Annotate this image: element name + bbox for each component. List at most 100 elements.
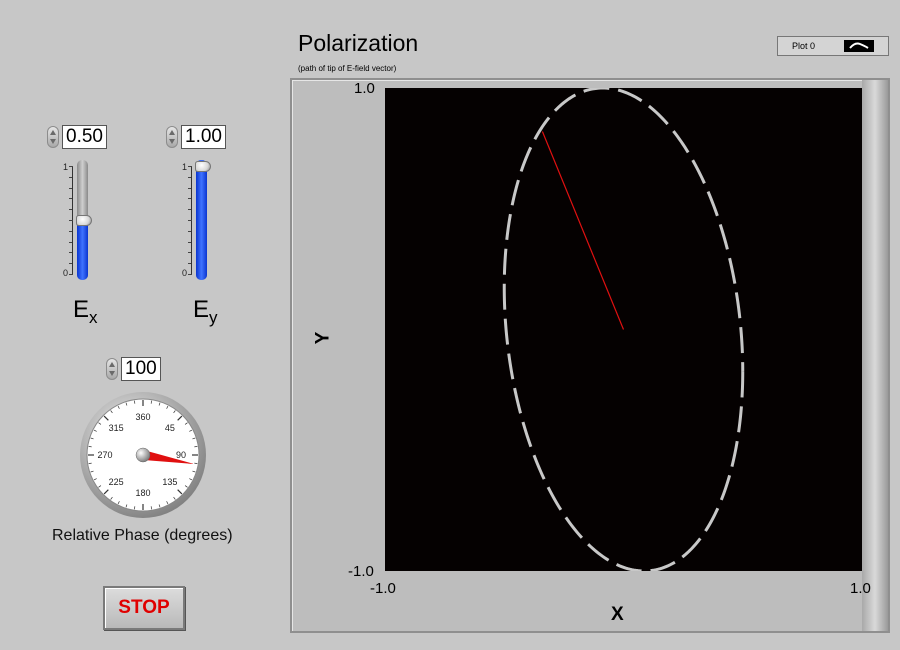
dial-needle[interactable]	[142, 450, 195, 465]
graph-right-rail	[862, 80, 888, 631]
ex-slider-tick	[69, 209, 72, 211]
dial-tick	[177, 415, 183, 421]
dial-knob[interactable]	[135, 447, 151, 463]
ey-slider-tick	[188, 166, 192, 167]
ey-value-field[interactable]: 1.00	[181, 125, 226, 149]
dial-tick	[192, 470, 196, 473]
dial-tick	[189, 478, 193, 481]
ey-scale-min: 0	[182, 268, 188, 278]
dial-label: 360	[135, 412, 150, 422]
ex-slider-tick	[69, 166, 73, 167]
ex-slider[interactable]: 1 0	[63, 160, 97, 282]
ey-slider[interactable]: 1 0	[182, 160, 216, 282]
ey-slider-fill	[196, 160, 207, 280]
ey-numeric-control[interactable]: 1.00	[166, 125, 226, 149]
dial-tick	[98, 485, 102, 488]
phase-value-field[interactable]: 100	[121, 357, 161, 381]
dial-label: 270	[97, 450, 112, 460]
dial-tick	[90, 470, 94, 473]
dial-tick	[189, 429, 193, 432]
ex-slider-fill	[77, 220, 88, 280]
ex-scale-max: 1	[63, 162, 69, 172]
dial-label: 315	[109, 423, 124, 433]
y-axis-min-tick: -1.0	[348, 563, 374, 580]
dial-tick	[166, 405, 169, 409]
x-axis-label: X	[611, 604, 624, 625]
ey-slider-tick	[188, 241, 191, 243]
x-axis-max-tick: 1.0	[850, 580, 871, 597]
ex-slider-tick	[69, 241, 72, 243]
dial-tick	[110, 410, 113, 414]
dial-tick	[93, 429, 97, 432]
plot-legend[interactable]: Plot 0	[777, 36, 889, 56]
dial-tick	[166, 501, 169, 505]
dial-label: 45	[165, 423, 175, 433]
ex-numeric-control[interactable]: 0.50	[47, 125, 107, 149]
dial-tick	[158, 402, 161, 406]
legend-curve-icon	[849, 42, 869, 49]
ex-slider-tick	[69, 220, 73, 221]
dial-tick	[117, 501, 120, 505]
ey-slider-tick	[188, 252, 191, 254]
ey-label-sub: y	[209, 307, 218, 327]
graph-subtitle: (path of tip of E-field vector)	[298, 64, 397, 73]
e-field-vector	[541, 131, 625, 330]
ey-slider-tick	[188, 230, 191, 232]
dial-tick	[93, 478, 97, 481]
dial-tick	[192, 437, 196, 440]
dial-ticks	[88, 400, 198, 510]
dial-tick	[98, 422, 102, 425]
ex-slider-tick	[69, 274, 73, 275]
dial-tick	[125, 504, 128, 508]
ex-increment-decrement-spinner[interactable]	[47, 126, 59, 148]
ex-slider-tick	[69, 263, 72, 265]
ey-slider-tick	[188, 198, 191, 200]
phase-numeric-control[interactable]: 100	[106, 357, 161, 381]
ey-slider-tick	[188, 274, 192, 275]
polarization-trace	[502, 88, 745, 571]
dial-tick	[184, 422, 188, 425]
ey-slider-thumb[interactable]	[195, 161, 211, 172]
dial-tick	[103, 415, 109, 421]
dial-tick	[103, 489, 109, 495]
ey-slider-tick	[188, 263, 191, 265]
dial-label: 90	[176, 450, 186, 460]
ex-slider-tick	[69, 176, 72, 178]
dial-label: 225	[109, 477, 124, 487]
ey-increment-decrement-spinner[interactable]	[166, 126, 178, 148]
dial-tick	[125, 402, 128, 406]
dial-tick	[173, 496, 176, 500]
phase-dial[interactable]: 360 45 90 135 180 225 270 315	[78, 391, 208, 521]
dial-tick	[184, 485, 188, 488]
ey-slider-track[interactable]	[196, 160, 207, 280]
relative-phase-label: Relative Phase (degrees)	[52, 527, 233, 544]
ey-scale-max: 1	[182, 162, 188, 172]
dial-label: 180	[135, 488, 150, 498]
legend-plot-name: Plot 0	[792, 41, 816, 51]
ex-slider-tick	[69, 230, 72, 232]
graph-title: Polarization	[298, 30, 419, 56]
y-axis-max-tick: 1.0	[354, 80, 375, 97]
ex-label: Ex	[73, 296, 98, 328]
ex-slider-tick	[69, 198, 72, 200]
polarization-plot[interactable]	[385, 88, 862, 571]
phase-increment-decrement-spinner[interactable]	[106, 358, 118, 380]
ex-label-sub: x	[89, 307, 98, 327]
ex-label-main: E	[73, 296, 90, 323]
ey-label: Ey	[193, 296, 218, 328]
ex-scale-min: 0	[63, 268, 69, 278]
dial-label: 135	[162, 477, 177, 487]
dial-tick	[177, 489, 183, 495]
ey-slider-tick	[188, 187, 191, 189]
dial-tick	[117, 405, 120, 409]
dial-tick	[90, 437, 94, 440]
ex-slider-thumb[interactable]	[76, 215, 92, 226]
ey-slider-tick	[188, 176, 191, 178]
dial-tick	[110, 496, 113, 500]
legend-line-icon[interactable]	[844, 40, 874, 52]
ey-slider-tick	[188, 220, 192, 221]
dial-tick	[173, 410, 176, 414]
stop-button[interactable]: STOP	[103, 586, 185, 630]
ex-value-field[interactable]: 0.50	[62, 125, 107, 149]
dial-labels: 360 45 90 135 180 225 270 315	[97, 412, 186, 498]
